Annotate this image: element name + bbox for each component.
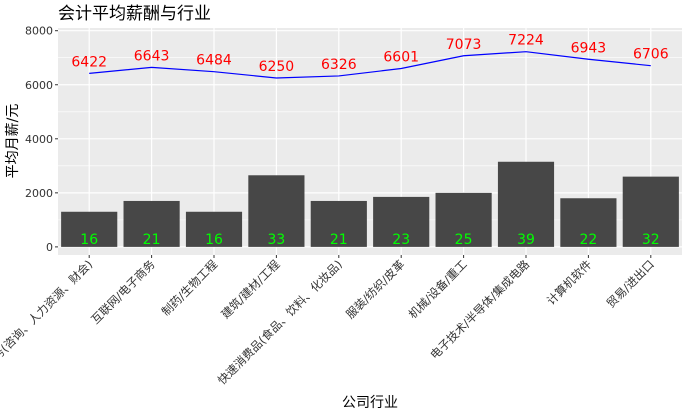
bar xyxy=(185,211,243,247)
line-value-label: 6250 xyxy=(259,59,295,75)
line-value-label: 7224 xyxy=(508,33,544,49)
bar-value-label: 21 xyxy=(330,232,348,248)
bar-value-label: 25 xyxy=(455,232,473,248)
y-axis: 0 2000 4000 6000 8000 xyxy=(25,25,58,254)
y-tick-label: 8000 xyxy=(25,25,53,38)
x-tick-label: 服装/纺织/皮革 xyxy=(343,257,407,321)
y-axis-title: 平均月薪/元 xyxy=(5,104,21,179)
bar-data-labels: 16 21 16 33 21 23 25 39 22 32 xyxy=(80,232,659,248)
bar xyxy=(61,211,118,247)
bar-value-label: 32 xyxy=(642,232,660,248)
bar-value-label: 23 xyxy=(392,232,410,248)
x-tick-label: 机械/设备/重工 xyxy=(406,257,470,321)
bar-value-label: 39 xyxy=(517,232,535,248)
line-value-label: 6484 xyxy=(196,53,232,69)
line-value-label: 6643 xyxy=(134,48,170,64)
bar-value-label: 16 xyxy=(205,232,223,248)
line-value-label: 6943 xyxy=(571,40,607,56)
bar-value-label: 33 xyxy=(267,232,285,248)
x-tick-label: 专业服务(咨询、人力资源、财会) xyxy=(0,257,95,387)
y-tick-label: 6000 xyxy=(25,79,53,92)
bar xyxy=(622,176,679,247)
line-value-label: 6326 xyxy=(321,57,357,73)
bar-series xyxy=(61,161,679,247)
bar xyxy=(248,175,305,247)
line-value-label: 6706 xyxy=(633,47,669,63)
bar xyxy=(560,198,617,247)
y-tick-label: 4000 xyxy=(25,133,53,146)
bar-value-label: 21 xyxy=(143,232,161,248)
line-value-label: 6601 xyxy=(383,50,419,66)
x-tick-label: 互联网/电子商务 xyxy=(88,257,158,327)
x-tick-label: 快速消费品(食品、饮料、化妆品) xyxy=(215,257,345,387)
bar-value-label: 16 xyxy=(80,232,98,248)
x-tick-label: 制药/生物工程 xyxy=(159,257,221,319)
x-axis: 专业服务(咨询、人力资源、财会)互联网/电子商务 制药/生物工程建筑/建材/工程快… xyxy=(0,255,657,387)
x-axis-title: 公司行业 xyxy=(342,395,398,411)
bar xyxy=(497,161,555,247)
line-data-labels: 6422 6643 6484 6250 6326 6601 7073 7224 6943 6706 xyxy=(71,33,668,75)
bar xyxy=(310,200,367,247)
y-tick-label: 0 xyxy=(46,241,53,254)
x-tick-label: 建筑/建材/工程 xyxy=(218,257,283,322)
salary-line xyxy=(89,51,651,79)
x-tick-label: 贸易/进出口 xyxy=(604,257,657,310)
bar xyxy=(435,192,492,247)
line-value-label: 6422 xyxy=(71,54,107,70)
bar-value-label: 22 xyxy=(579,232,597,248)
line-value-label: 7073 xyxy=(446,37,482,53)
x-tick-label: 计算机软件 xyxy=(544,257,595,308)
chart-title: 会计平均薪酬与行业 xyxy=(58,4,211,24)
y-tick-label: 2000 xyxy=(25,187,53,200)
bar xyxy=(373,196,430,247)
line-series xyxy=(89,51,651,79)
bar xyxy=(123,200,180,247)
